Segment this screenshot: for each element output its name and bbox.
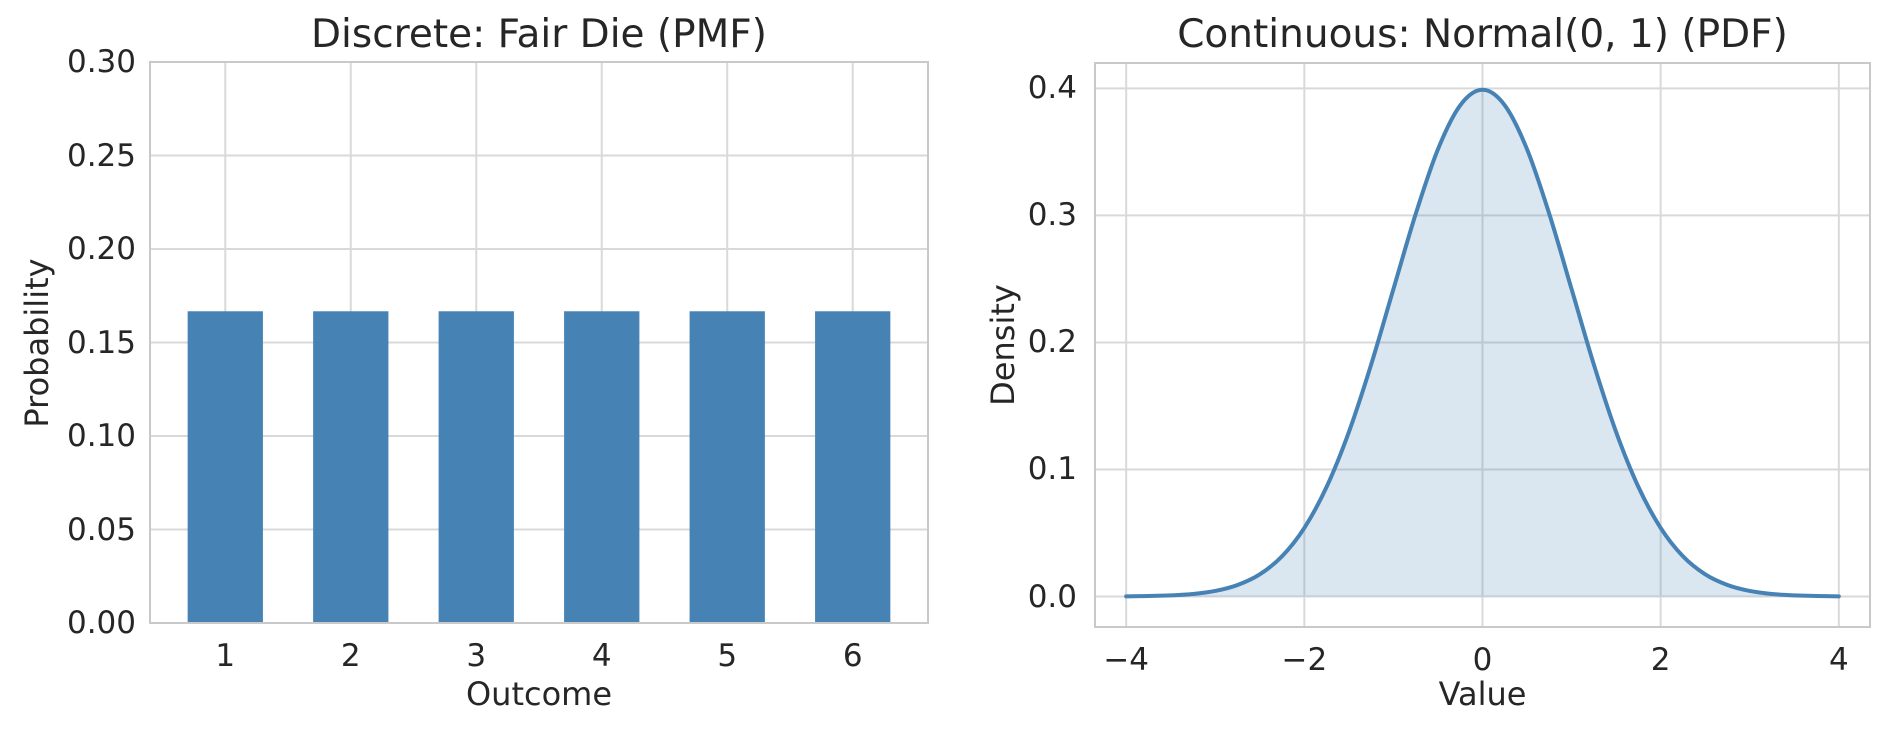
y-tick-label: 0.25	[66, 137, 136, 174]
x-tick-label: 5	[717, 638, 738, 674]
y-tick-label: 0.0	[1027, 578, 1077, 615]
bar	[438, 311, 514, 623]
x-tick-label: 6	[842, 638, 863, 674]
y-tick-label: 0.00	[66, 605, 136, 641]
y-tick-label: 0.30	[66, 44, 136, 80]
bar	[564, 311, 640, 623]
pdf-area-chart: Continuous: Normal(0, 1) (PDF) Density V…	[945, 0, 1890, 737]
y-tick-label: 0.1	[1027, 451, 1077, 488]
bar	[187, 311, 263, 623]
x-tick-label: 4	[591, 638, 612, 674]
y-tick-label: 0.10	[66, 418, 136, 454]
y-tick-label: 0.3	[1027, 197, 1077, 234]
bar	[815, 311, 891, 623]
y-tick-label: 0.20	[66, 231, 136, 267]
x-tick-label: 3	[466, 638, 487, 674]
x-tick-label: 2	[1650, 642, 1671, 678]
x-tick-label: −4	[1103, 642, 1150, 678]
y-tick-label: 0.4	[1027, 70, 1077, 107]
y-tick-label: 0.05	[66, 511, 136, 548]
pdf-fill-area	[1126, 89, 1839, 597]
axes-frame	[1094, 62, 1871, 628]
bar	[689, 311, 765, 623]
bar	[313, 311, 389, 623]
pdf-curve	[1124, 87, 1841, 599]
x-tick-label: −2	[1281, 642, 1328, 678]
y-tick-label: 0.15	[66, 324, 136, 361]
pmf-bar-chart: Discrete: Fair Die (PMF) Probability Out…	[18, 12, 929, 713]
x-tick-label: 2	[340, 638, 361, 674]
x-axis-label: Value	[1438, 675, 1527, 713]
x-axis-label: Outcome	[465, 675, 613, 713]
pmf-plot-area	[149, 61, 929, 624]
pdf-plot-area	[1094, 62, 1871, 628]
x-tick-label: 1	[215, 638, 236, 674]
x-tick-label: 4	[1828, 642, 1849, 678]
x-tick-label: 0	[1472, 642, 1493, 678]
axes-frame	[149, 61, 929, 624]
chart-title: Discrete: Fair Die (PMF)	[311, 12, 767, 57]
y-tick-label: 0.2	[1027, 324, 1077, 361]
chart-title: Continuous: Normal(0, 1) (PDF)	[1177, 12, 1788, 57]
